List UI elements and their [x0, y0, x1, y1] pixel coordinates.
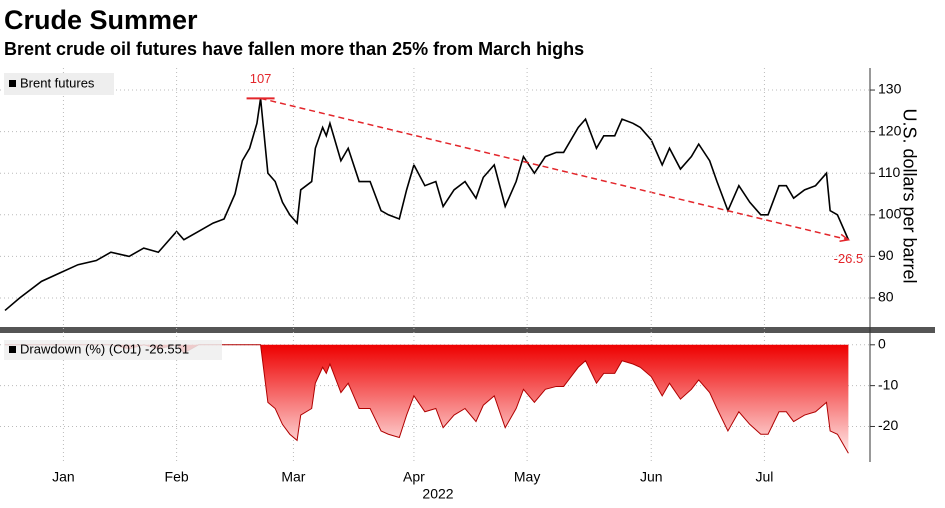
annotation-arrow [260, 97, 849, 241]
legend-label: Drawdown (%) (C01) -26.551 [20, 341, 189, 356]
annotation: 107 [250, 71, 272, 86]
x-tick-label: Mar [281, 469, 305, 485]
x-tick-label: Feb [165, 469, 189, 485]
y-tick-label: 110 [878, 164, 901, 180]
legend-box [4, 340, 222, 360]
y-tick-label: 130 [878, 81, 902, 97]
x-tick-label: Apr [403, 469, 425, 485]
chart-title: Crude Summer [4, 5, 198, 35]
y-axis-label: U.S. dollars per barrel [899, 108, 919, 283]
x-tick-label: Jun [640, 469, 663, 485]
x-axis-label: 2022 [422, 486, 453, 502]
legend: Drawdown (%) (C01) -26.551 [4, 340, 222, 360]
annotation: -26.5 [834, 251, 864, 266]
legend-swatch [9, 346, 16, 353]
legend: Brent futures [4, 73, 114, 95]
x-tick-label: Jan [52, 469, 75, 485]
data-area [5, 344, 849, 454]
chart-subtitle: Brent crude oil futures have fallen more… [4, 39, 584, 59]
panel-separator [0, 327, 935, 333]
x-tick-label: May [514, 469, 540, 485]
data-line [5, 344, 849, 454]
y-tick-label: 80 [878, 289, 894, 305]
y-tick-label: 0 [878, 336, 886, 352]
legend-box [4, 73, 114, 95]
y-tick-label: 90 [878, 247, 894, 263]
y-tick-label: 100 [878, 206, 902, 222]
legend-label: Brent futures [20, 75, 95, 90]
y-tick-label: -20 [878, 417, 898, 433]
y-tick-label: -10 [878, 376, 898, 392]
legend-swatch [9, 80, 16, 87]
data-line [4, 98, 850, 312]
x-tick-label: Jul [755, 469, 773, 485]
y-tick-label: 120 [878, 122, 902, 138]
arrow-head [839, 233, 851, 242]
